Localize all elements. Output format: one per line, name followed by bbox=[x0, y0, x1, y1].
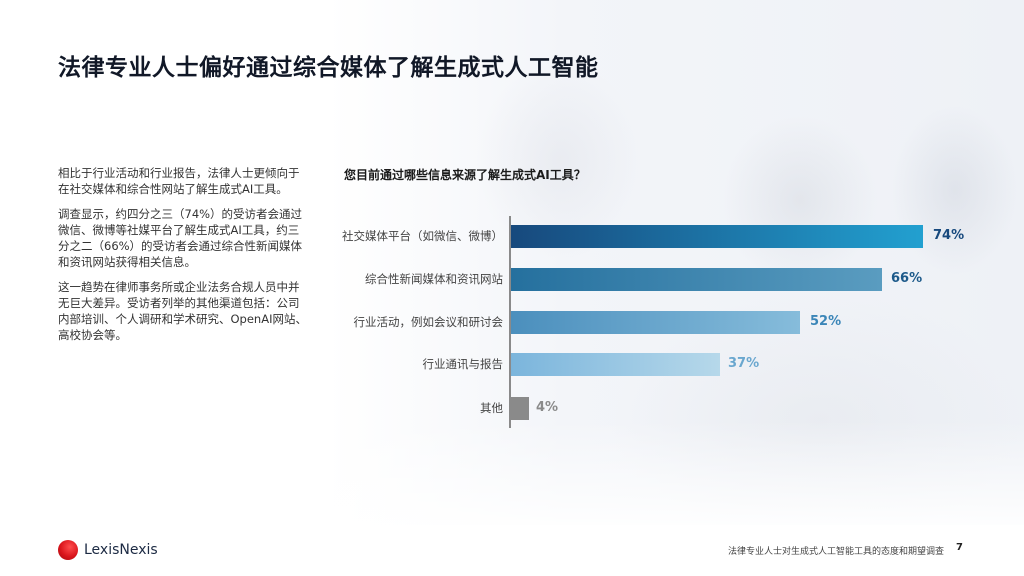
lexisnexis-logo: LexisNexis bbox=[58, 540, 158, 560]
bar-row: 社交媒体平台（如微信、微博） 74% bbox=[0, 225, 1024, 248]
bar bbox=[511, 397, 529, 420]
category-label: 综合性新闻媒体和资讯网站 bbox=[365, 272, 503, 286]
bar-row: 其他 4% bbox=[0, 397, 1024, 420]
bar bbox=[511, 353, 720, 376]
page-number: 7 bbox=[956, 542, 963, 553]
lexisnexis-emblem-icon bbox=[58, 540, 78, 560]
paragraph-2: 调查显示，约四分之三（74%）的受访者会通过微信、微博等社媒平台了解生成式AI工… bbox=[58, 207, 303, 269]
paragraph-1: 相比于行业活动和行业报告，法律人士更倾向于在社交媒体和综合性网站了解生成式AI工… bbox=[58, 166, 300, 196]
bar bbox=[511, 225, 923, 248]
category-label: 行业活动，例如会议和研讨会 bbox=[353, 315, 504, 329]
paragraph-3: 这一趋势在律师事务所或企业法务合规人员中并无巨大差异。受访者列举的其他渠道包括：… bbox=[58, 280, 307, 342]
bar-row: 行业活动，例如会议和研讨会 52% bbox=[0, 311, 1024, 334]
background-fade bbox=[0, 420, 1024, 525]
category-label: 其他 bbox=[480, 401, 503, 415]
chart-title: 您目前通过哪些信息来源了解生成式AI工具？ bbox=[344, 168, 586, 182]
y-axis-line bbox=[509, 216, 511, 428]
value-label: 66% bbox=[891, 271, 923, 286]
value-label: 37% bbox=[728, 356, 760, 371]
bar bbox=[511, 268, 882, 291]
slide-title: 法律专业人士偏好通过综合媒体了解生成式人工智能 bbox=[58, 55, 599, 81]
category-label: 行业通讯与报告 bbox=[422, 357, 504, 371]
bar-row: 行业通讯与报告 37% bbox=[0, 353, 1024, 376]
bar bbox=[511, 311, 800, 334]
body-text: 相比于行业活动和行业报告，法律人士更倾向于在社交媒体和综合性网站了解生成式AI工… bbox=[58, 165, 308, 352]
value-label: 52% bbox=[810, 314, 842, 329]
footer-document-title: 法律专业人士对生成式人工智能工具的态度和期望调查 bbox=[728, 547, 945, 557]
bar-row: 综合性新闻媒体和资讯网站 66% bbox=[0, 268, 1024, 291]
brand-name: LexisNexis bbox=[84, 542, 158, 558]
value-label: 74% bbox=[933, 228, 965, 243]
category-label: 社交媒体平台（如微信、微博） bbox=[342, 229, 503, 243]
value-label: 4% bbox=[536, 400, 559, 415]
